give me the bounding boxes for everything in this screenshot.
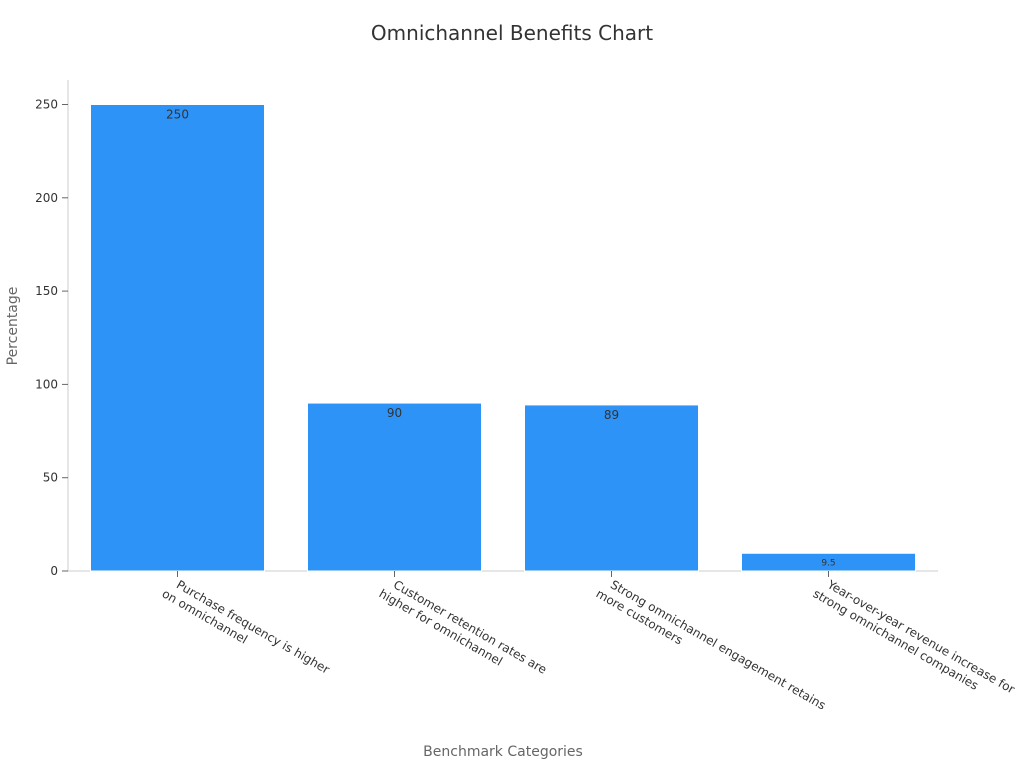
y-axis-title: Percentage [5, 287, 21, 366]
y-axis-ticks: 0 50 100 150 200 250 [35, 98, 68, 578]
chart-title: Omnichannel Benefits Chart [371, 21, 653, 45]
y-tick-label: 200 [35, 191, 58, 205]
data-labels-group: 250 90 89 9.5 [166, 108, 836, 569]
x-tick-label: Strong omnichannel engagement retainsmor… [594, 573, 829, 725]
bar [90, 104, 265, 572]
x-axis-ticks: Purchase frequency is higheron omnichann… [160, 571, 1018, 725]
y-tick-label: 0 [50, 564, 58, 578]
y-tick-label: 150 [35, 284, 58, 298]
y-tick-label: 100 [35, 377, 58, 391]
x-tick-label: Year-over-year revenue increase forstron… [811, 573, 1018, 709]
bars-group [90, 104, 916, 572]
bar-data-label: 90 [387, 406, 402, 420]
bar-data-label: 89 [604, 408, 619, 422]
bar [307, 402, 482, 572]
x-axis-title: Benchmark Categories [423, 744, 583, 760]
x-tick-label: Purchase frequency is higheron omnichann… [160, 573, 332, 689]
bar-data-label: 250 [166, 108, 189, 122]
y-tick-label: 250 [35, 98, 58, 112]
bar-data-label: 9.5 [821, 558, 835, 568]
x-tick-label: Customer retention rates arehigher for o… [377, 573, 550, 689]
bar [524, 404, 699, 572]
y-tick-label: 50 [43, 471, 58, 485]
